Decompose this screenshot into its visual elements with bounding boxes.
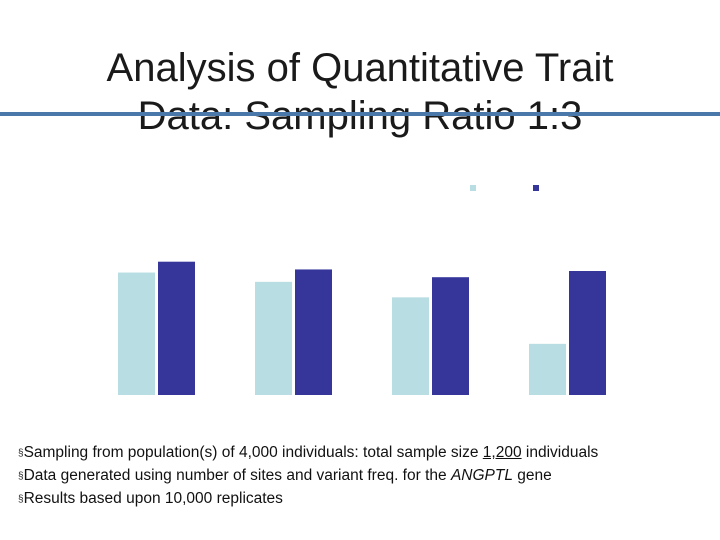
bullet-text: Results based upon 10,000 replicates: [23, 490, 283, 507]
bullet-underlined-value: 1,200: [482, 444, 522, 461]
bullet-sampling: §Sampling from population(s) of 4,000 in…: [18, 442, 718, 465]
title-line-2: Data: Sampling Ratio 1:3: [137, 94, 583, 138]
title-rule: [0, 112, 720, 116]
bullet-text: Sampling from population(s) of 4,000 ind…: [23, 444, 483, 461]
bullet-text: gene: [512, 467, 552, 484]
bar-series2-group1: [158, 261, 195, 395]
bar-series2-group2: [295, 269, 332, 395]
bar-series2-group3: [432, 277, 469, 395]
legend-swatch-light: [470, 185, 476, 191]
bullet-list: §Sampling from population(s) of 4,000 in…: [18, 442, 718, 511]
bar-series1-group4: [529, 343, 566, 395]
bullet-data-generated: §Data generated using number of sites an…: [18, 465, 718, 488]
bar-series1-group2: [255, 281, 292, 395]
title-line-1: Analysis of Quantitative Trait: [106, 46, 614, 90]
bullet-replicates: §Results based upon 10,000 replicates: [18, 488, 718, 511]
bullet-marker: §: [18, 448, 24, 459]
legend-swatch-dark: [533, 185, 539, 191]
bullet-marker: §: [18, 471, 24, 482]
gene-name: ANGPTL: [450, 467, 513, 484]
bullet-marker: §: [18, 494, 24, 505]
bar-series1-group3: [392, 297, 429, 395]
bullet-text: Data generated using number of sites and…: [23, 467, 451, 484]
bullet-text: individuals: [521, 444, 599, 461]
slide-title: Analysis of Quantitative Trait Data: Sam…: [40, 44, 680, 140]
bar-series1-group1: [118, 272, 155, 395]
bar-series2-group4: [569, 271, 606, 395]
